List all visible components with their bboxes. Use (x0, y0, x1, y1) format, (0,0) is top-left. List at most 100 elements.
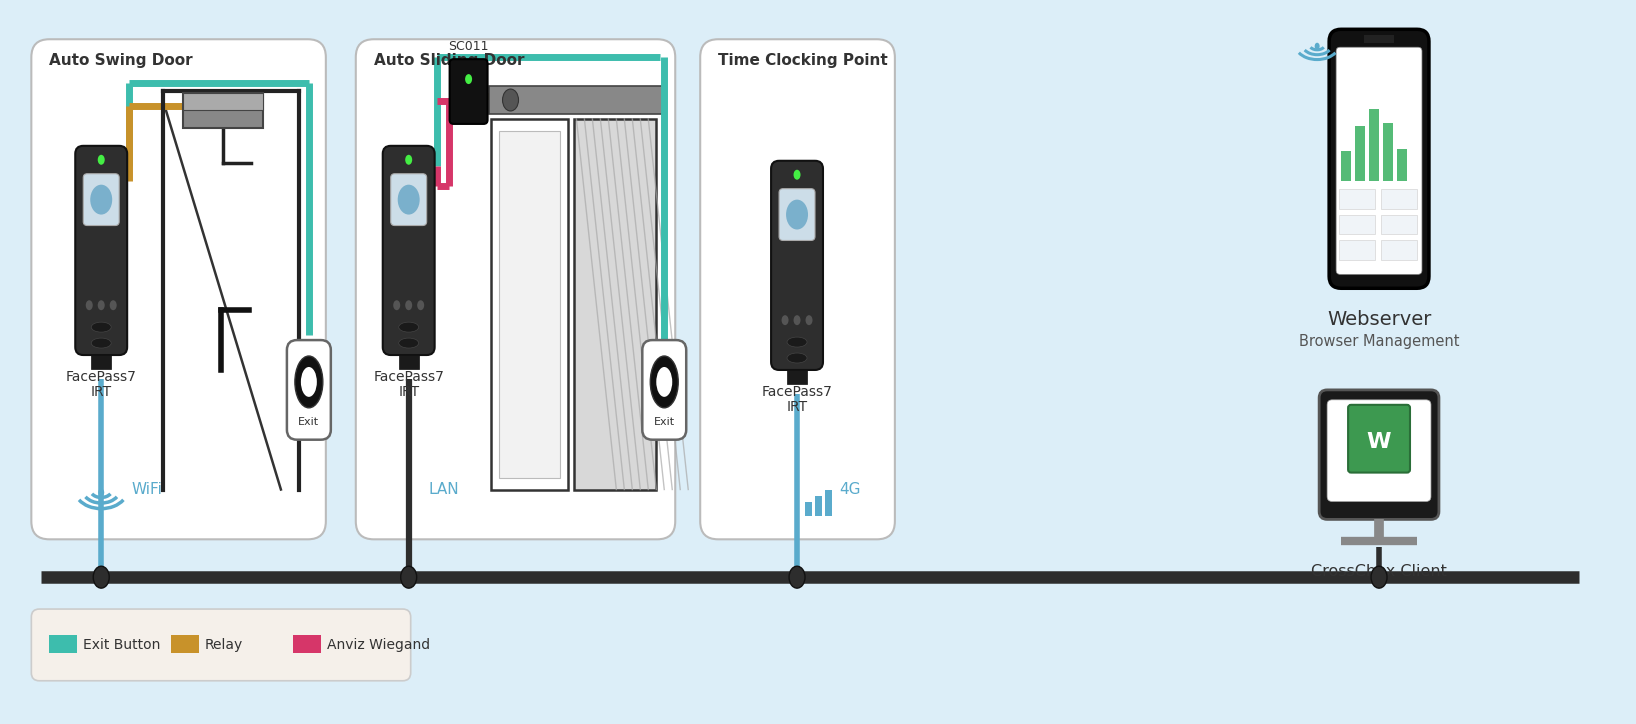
Text: Webserver: Webserver (1327, 310, 1432, 329)
Text: CrossChex Client: CrossChex Client (1310, 564, 1446, 579)
Text: W: W (1366, 432, 1391, 452)
Ellipse shape (90, 185, 113, 214)
Ellipse shape (98, 155, 105, 165)
Ellipse shape (785, 200, 808, 230)
Ellipse shape (301, 367, 317, 397)
Text: Anviz Wiegand: Anviz Wiegand (327, 638, 430, 652)
FancyBboxPatch shape (75, 146, 128, 355)
FancyBboxPatch shape (1327, 400, 1432, 502)
Bar (1340, 189, 1374, 209)
Bar (787, 370, 807, 384)
Bar (1342, 151, 1351, 181)
FancyBboxPatch shape (771, 161, 823, 370)
Bar (805, 502, 811, 516)
Bar (491, 119, 568, 489)
Text: IRT: IRT (398, 385, 419, 399)
Text: SC011: SC011 (448, 41, 489, 53)
Ellipse shape (406, 300, 412, 310)
Ellipse shape (92, 322, 111, 332)
FancyBboxPatch shape (31, 39, 326, 539)
Bar (172, 635, 200, 653)
Ellipse shape (782, 315, 789, 325)
Ellipse shape (502, 89, 519, 111)
Text: Browser Management: Browser Management (1299, 334, 1459, 349)
Bar (1355, 126, 1364, 181)
Bar (1381, 240, 1417, 261)
Text: FacePass7: FacePass7 (65, 370, 137, 384)
Bar (1340, 240, 1374, 261)
FancyBboxPatch shape (779, 189, 815, 240)
Ellipse shape (92, 338, 111, 348)
Bar (293, 635, 321, 653)
Text: IRT: IRT (90, 385, 111, 399)
Text: Auto Sliding Door: Auto Sliding Door (373, 53, 524, 68)
Bar (399, 355, 419, 369)
FancyBboxPatch shape (391, 174, 427, 225)
Text: Auto Swing Door: Auto Swing Door (49, 53, 193, 68)
FancyBboxPatch shape (286, 340, 330, 439)
Bar (183, 93, 263, 110)
Ellipse shape (787, 353, 807, 363)
FancyBboxPatch shape (1319, 390, 1440, 519)
Ellipse shape (417, 300, 424, 310)
FancyBboxPatch shape (31, 609, 411, 681)
Text: Relay: Relay (204, 638, 244, 652)
Text: Exit: Exit (298, 417, 319, 426)
Ellipse shape (401, 566, 417, 588)
Text: 4G: 4G (839, 482, 861, 497)
Ellipse shape (294, 356, 322, 408)
Bar (1381, 214, 1417, 235)
Ellipse shape (98, 489, 105, 497)
Bar (815, 497, 821, 516)
Text: LAN: LAN (429, 482, 460, 497)
Bar (499, 131, 561, 478)
FancyBboxPatch shape (355, 39, 676, 539)
Ellipse shape (465, 74, 473, 84)
Text: WiFi: WiFi (131, 482, 162, 497)
Ellipse shape (85, 300, 93, 310)
Bar (1382, 123, 1392, 181)
Bar (92, 355, 111, 369)
Text: FacePass7: FacePass7 (762, 385, 833, 399)
Bar (1369, 109, 1379, 181)
FancyBboxPatch shape (643, 340, 685, 439)
Ellipse shape (110, 300, 116, 310)
FancyBboxPatch shape (383, 146, 435, 355)
Ellipse shape (1371, 566, 1387, 588)
Ellipse shape (793, 169, 800, 180)
FancyBboxPatch shape (1348, 405, 1410, 473)
Ellipse shape (805, 315, 813, 325)
FancyBboxPatch shape (700, 39, 895, 539)
Bar (1381, 189, 1417, 209)
Ellipse shape (93, 566, 110, 588)
Bar (574, 119, 656, 489)
Ellipse shape (98, 300, 105, 310)
Bar (1397, 149, 1407, 181)
Text: Exit: Exit (654, 417, 674, 426)
Bar (1364, 35, 1394, 43)
FancyBboxPatch shape (1337, 47, 1422, 274)
Ellipse shape (787, 337, 807, 347)
Ellipse shape (393, 300, 401, 310)
Ellipse shape (398, 185, 420, 214)
Bar (489, 86, 666, 114)
Text: FacePass7: FacePass7 (373, 370, 443, 384)
Ellipse shape (406, 155, 412, 165)
Text: Time Clocking Point: Time Clocking Point (718, 53, 888, 68)
Ellipse shape (649, 356, 679, 408)
Text: Exit Button: Exit Button (83, 638, 160, 652)
Text: IRT: IRT (787, 400, 808, 414)
Bar (1340, 214, 1374, 235)
Ellipse shape (399, 322, 419, 332)
Bar (183, 93, 263, 128)
Ellipse shape (793, 315, 800, 325)
Bar (49, 635, 77, 653)
Ellipse shape (789, 566, 805, 588)
Ellipse shape (656, 367, 672, 397)
FancyBboxPatch shape (1328, 29, 1428, 288)
Bar (825, 489, 833, 516)
FancyBboxPatch shape (450, 59, 488, 124)
Ellipse shape (399, 338, 419, 348)
Ellipse shape (1315, 43, 1320, 50)
FancyBboxPatch shape (83, 174, 119, 225)
